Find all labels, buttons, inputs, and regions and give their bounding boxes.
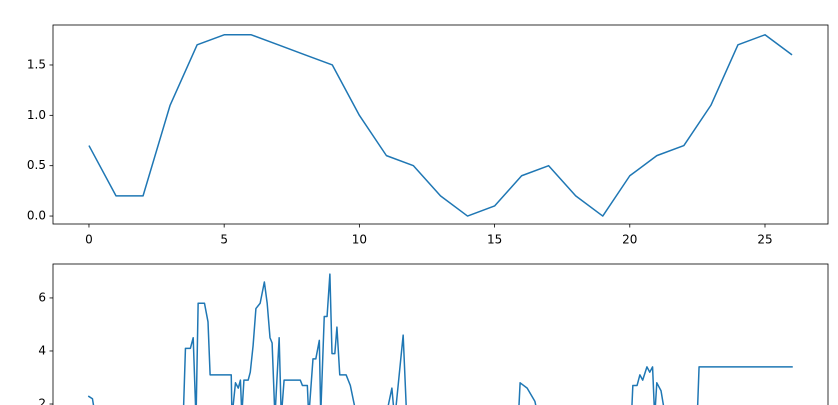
y-tick-label: 0.0 (27, 209, 46, 223)
y-tick-label: 0.5 (27, 158, 46, 172)
y-tick-label: 1.0 (27, 108, 46, 122)
axes-frame (52, 24, 829, 225)
y-tick-label: 6 (38, 290, 46, 304)
x-tick-label: 20 (622, 233, 637, 247)
x-tick-label: 15 (487, 233, 502, 247)
y-tick-label: 4 (38, 343, 46, 357)
x-tick-label: 25 (757, 233, 772, 247)
data-line (87, 273, 793, 405)
data-line (88, 34, 793, 217)
x-tick-label: 0 (85, 233, 93, 247)
subplot: 0.0 0.5 1.0 1.5 0 5 10 15 20 25 (27, 24, 829, 247)
x-tick-label: 10 (352, 233, 367, 247)
axes-frame (52, 263, 829, 405)
subplot: 2 4 6 (38, 263, 829, 405)
y-tick-label: 2 (38, 397, 46, 405)
x-tick-label: 5 (220, 233, 228, 247)
y-tick-label: 1.5 (27, 57, 46, 71)
